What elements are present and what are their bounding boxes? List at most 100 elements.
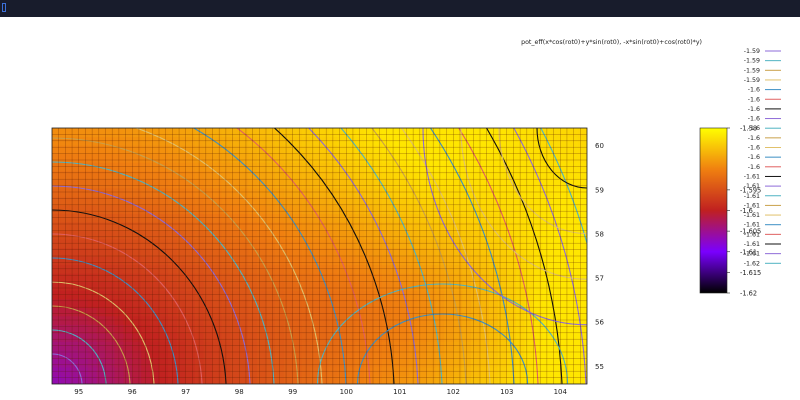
heatmap-cell (444, 290, 454, 300)
heatmap-cell (381, 247, 392, 257)
heatmap-cell (542, 247, 552, 257)
window-menu-icon[interactable] (2, 3, 6, 12)
heatmap-cell (257, 170, 267, 180)
heatmap-cell (578, 230, 587, 240)
heatmap-cell (248, 162, 258, 172)
heatmap-cell (212, 230, 223, 240)
heatmap-cell (194, 247, 205, 257)
heatmap-cell (283, 264, 294, 274)
heatmap-cell (364, 281, 374, 291)
heatmap-cell (69, 179, 80, 189)
heatmap-cell (453, 136, 463, 146)
heatmap-cell (497, 307, 508, 317)
heatmap-cell (274, 136, 285, 146)
heatmap-cell (408, 349, 419, 359)
heatmap-cell (515, 128, 526, 138)
heatmap-cell (444, 315, 454, 325)
heatmap-cell (435, 298, 445, 308)
heatmap-cell (417, 358, 428, 368)
heatmap-cell (69, 204, 80, 214)
heatmap-cell (167, 290, 178, 300)
heatmap-cell (292, 136, 303, 146)
heatmap-cell (212, 281, 223, 291)
heatmap-cell (230, 341, 240, 351)
heatmap-cell (159, 366, 169, 377)
heatmap-cell (569, 290, 579, 300)
heatmap-cell (408, 273, 419, 283)
heatmap-cell (399, 238, 410, 249)
heatmap-cell (462, 153, 472, 163)
heatmap-cell (337, 145, 347, 155)
heatmap-cell (435, 196, 445, 206)
heatmap-cell (435, 179, 445, 189)
plot-frame (51, 127, 588, 385)
heatmap-cell (266, 290, 276, 300)
heatmap-cell (123, 136, 133, 146)
heatmap-cell (239, 162, 249, 172)
heatmap-cell (248, 170, 258, 180)
heatmap-cell (203, 221, 214, 231)
heatmap-cell (266, 332, 276, 342)
heatmap-cell (346, 162, 356, 172)
heatmap-cell (221, 358, 231, 368)
heatmap-cell (462, 375, 472, 384)
heatmap-cell (471, 366, 481, 377)
heatmap-cell (274, 221, 285, 231)
heatmap-cell (60, 238, 71, 249)
heatmap-cell (105, 324, 116, 334)
heatmap-cell (292, 332, 303, 342)
heatmap-cell (87, 230, 98, 240)
heatmap-cell (283, 273, 294, 283)
heatmap-cell (301, 153, 312, 163)
heatmap-cell (346, 375, 356, 384)
heatmap-cell (123, 238, 133, 249)
heatmap-cell (114, 230, 124, 240)
heatmap-cell (444, 341, 454, 351)
legend-label: -1.61 (744, 193, 760, 200)
heatmap-cell (248, 366, 258, 377)
heatmap-cell (390, 187, 401, 197)
heatmap-cell (506, 324, 517, 334)
heatmap-cell (78, 315, 89, 325)
heatmap-cell (69, 298, 80, 308)
heatmap-cell (426, 221, 437, 231)
heatmap-cell (114, 298, 124, 308)
heatmap-cell (488, 315, 499, 325)
heatmap-cell (132, 298, 142, 308)
heatmap-cell (87, 298, 98, 308)
heatmap-cell (453, 196, 463, 206)
heatmap-cell (96, 324, 107, 334)
heatmap-cell (105, 179, 116, 189)
heatmap-cell (551, 196, 561, 206)
heatmap-cell (212, 332, 223, 342)
heatmap-cell (417, 375, 428, 384)
heatmap-cell (381, 213, 392, 223)
heatmap-cell (283, 187, 294, 197)
heatmap-cell (453, 298, 463, 308)
heatmap-cell (292, 162, 303, 172)
heatmap-cell (167, 366, 178, 377)
heatmap-cell (283, 366, 294, 377)
heatmap-cell (150, 281, 160, 291)
heatmap-cell (542, 179, 552, 189)
heatmap-cell (444, 179, 454, 189)
heatmap-cell (578, 128, 587, 138)
heatmap-cell (87, 307, 98, 317)
heatmap-cell (105, 332, 116, 342)
heatmap-cell (399, 264, 410, 274)
heatmap-cell (435, 332, 445, 342)
heatmap-cell (105, 196, 116, 206)
heatmap-cell (301, 187, 312, 197)
heatmap-cell (96, 170, 107, 180)
heatmap-cell (417, 290, 428, 300)
heatmap-cell (569, 264, 579, 274)
heatmap-cell (408, 145, 419, 155)
heatmap-cell (480, 341, 490, 351)
heatmap-cell (390, 375, 401, 384)
heatmap-cell (488, 196, 499, 206)
heatmap-cell (150, 238, 160, 249)
heatmap-cell (462, 204, 472, 214)
heatmap-cell (150, 349, 160, 359)
heatmap-cell (364, 315, 374, 325)
heatmap-cell (471, 375, 481, 384)
